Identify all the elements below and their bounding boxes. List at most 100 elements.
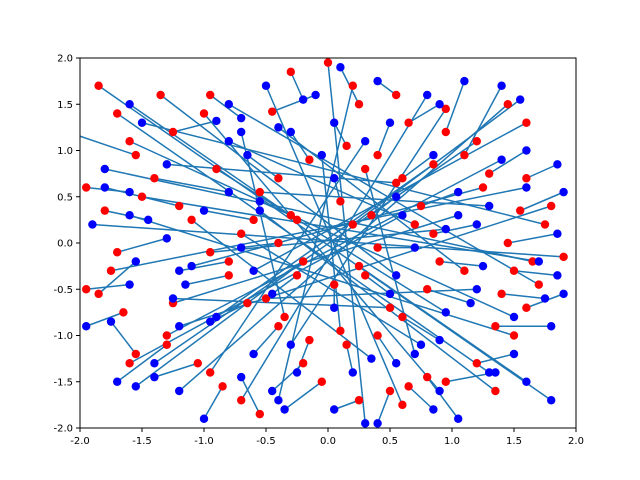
- end-point: [398, 211, 407, 220]
- start-point: [199, 109, 209, 118]
- end-point: [472, 220, 481, 229]
- end-point: [268, 386, 277, 396]
- start-point: [528, 257, 537, 266]
- segment-line: [265, 288, 477, 300]
- end-point: [540, 294, 550, 303]
- x-tick-label: -1.0: [194, 436, 214, 447]
- segment-line: [110, 321, 137, 355]
- end-point: [509, 349, 519, 359]
- start-point: [317, 377, 326, 386]
- start-point: [113, 248, 122, 257]
- end-point: [125, 100, 134, 109]
- end-point: [491, 368, 500, 377]
- end-point: [274, 123, 283, 132]
- start-point: [255, 409, 264, 419]
- start-point: [224, 257, 233, 266]
- y-tick-label: 0.5: [57, 192, 73, 203]
- y-tick-label: 1.0: [57, 146, 73, 157]
- segment-line: [433, 223, 477, 235]
- end-point: [237, 113, 246, 123]
- start-point: [249, 215, 258, 225]
- end-point: [255, 206, 264, 215]
- segment-line: [253, 325, 279, 355]
- end-point: [410, 243, 419, 252]
- segment-line: [246, 154, 279, 179]
- segment-line: [358, 265, 527, 383]
- segment-line: [259, 191, 490, 207]
- segment-line: [172, 120, 217, 133]
- end-point: [187, 261, 196, 271]
- segment-line: [154, 362, 199, 378]
- end-point: [522, 183, 531, 192]
- start-point: [373, 243, 382, 252]
- end-point: [336, 63, 345, 72]
- start-point: [224, 271, 233, 280]
- start-point: [131, 150, 140, 160]
- segment-line: [154, 177, 229, 193]
- start-point: [441, 377, 450, 386]
- segment-line: [277, 126, 465, 272]
- end-point: [106, 317, 116, 326]
- segment-line: [439, 260, 484, 267]
- start-point: [305, 155, 314, 164]
- segment-line: [160, 94, 397, 276]
- segment-line: [203, 113, 441, 392]
- x-tick-label: 2.0: [568, 436, 584, 447]
- start-point: [435, 257, 444, 266]
- end-point: [423, 90, 432, 100]
- start-point: [367, 211, 376, 220]
- segment-line: [408, 103, 440, 124]
- start-point: [206, 90, 215, 100]
- segment-line: [271, 94, 316, 113]
- end-point: [472, 285, 481, 294]
- end-point: [237, 127, 246, 137]
- start-point: [330, 280, 339, 289]
- start-point: [540, 220, 550, 229]
- end-point: [113, 377, 122, 386]
- start-point: [429, 160, 438, 169]
- segment-line: [259, 210, 496, 392]
- start-point: [94, 289, 103, 299]
- start-point: [261, 294, 271, 303]
- start-point: [305, 335, 314, 345]
- end-point: [280, 405, 289, 414]
- start-point: [503, 238, 512, 248]
- x-axis: -2.0 -1.5 -1.0 -0.5 0.0 0.5 1.0 1.5 2.0: [70, 428, 584, 447]
- segment-line: [333, 122, 348, 147]
- segment-line: [116, 344, 168, 383]
- start-point: [354, 100, 364, 109]
- start-point: [485, 169, 494, 178]
- start-point: [206, 248, 215, 257]
- start-point: [522, 303, 531, 312]
- start-point: [243, 298, 252, 308]
- start-point: [292, 215, 302, 225]
- segment-line: [191, 219, 372, 360]
- segment-line: [284, 381, 323, 411]
- x-tick-label: 1.0: [444, 436, 460, 447]
- start-point: [354, 261, 364, 271]
- end-point: [206, 317, 215, 326]
- start-point: [404, 118, 413, 127]
- start-point: [472, 359, 481, 368]
- start-point: [491, 386, 500, 396]
- end-point: [466, 298, 475, 308]
- end-point: [441, 308, 450, 317]
- start-point: [460, 266, 469, 275]
- start-point: [162, 340, 171, 349]
- end-point: [330, 303, 339, 312]
- end-point: [553, 160, 562, 169]
- start-point: [286, 67, 295, 77]
- start-point: [497, 289, 506, 299]
- end-point: [243, 150, 252, 160]
- start-point: [237, 396, 246, 405]
- start-point: [106, 266, 116, 275]
- start-point: [82, 285, 91, 294]
- segment-line: [345, 344, 354, 373]
- end-point: [330, 405, 339, 414]
- end-point: [367, 354, 376, 363]
- segment-line: [240, 376, 261, 415]
- end-point: [478, 261, 488, 271]
- end-point: [373, 419, 382, 428]
- start-point: [503, 100, 512, 109]
- y-tick-label: 0.0: [57, 239, 73, 250]
